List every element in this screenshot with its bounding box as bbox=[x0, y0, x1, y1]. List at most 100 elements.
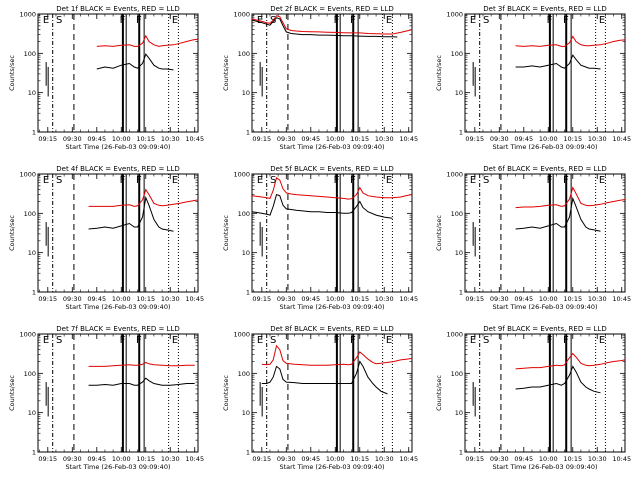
x-tick-label: 10:45 bbox=[185, 455, 204, 463]
y-tick-label: 1 bbox=[32, 449, 36, 457]
x-tick-label: 09:45 bbox=[87, 135, 106, 143]
x-tick-label: 10:45 bbox=[399, 135, 418, 143]
x-tick-label: 10:30 bbox=[588, 295, 607, 303]
y-tick-label: 100 bbox=[24, 370, 36, 378]
x-tick-label: 10:15 bbox=[563, 455, 582, 463]
y-tick-label: 10 bbox=[242, 89, 250, 97]
series-events-line bbox=[88, 195, 174, 232]
event-marker-label: E bbox=[470, 335, 476, 346]
x-tick-label: 10:45 bbox=[185, 295, 204, 303]
x-tick-label: 09:45 bbox=[301, 295, 320, 303]
y-tick-label: 1000 bbox=[19, 171, 36, 179]
x-axis-label: Start Time (26-Feb-03 09:09:40) bbox=[280, 463, 385, 471]
event-marker-label: F bbox=[547, 175, 553, 186]
series-lld-line bbox=[251, 176, 413, 200]
x-axis-label: Start Time (26-Feb-03 09:09:40) bbox=[493, 143, 598, 151]
event-marker-label: E bbox=[599, 15, 605, 26]
y-tick-label: 1000 bbox=[233, 11, 250, 19]
y-tick-label: 1000 bbox=[19, 11, 36, 19]
event-marker-label: E bbox=[386, 175, 392, 186]
detector-panel-7: Det 7f BLACK = Events, RED = LLD 1 10 100 10… bbox=[8, 325, 204, 471]
event-marker-label: F bbox=[120, 335, 126, 346]
event-marker-label: S bbox=[483, 175, 489, 186]
x-tick-label: 10:00 bbox=[539, 295, 558, 303]
x-tick-label: 10:30 bbox=[161, 295, 180, 303]
series-events-line bbox=[251, 193, 393, 219]
plot-frame bbox=[37, 173, 199, 293]
plot-frame bbox=[464, 333, 626, 453]
x-tick-label: 09:30 bbox=[63, 135, 82, 143]
y-tick-label: 1000 bbox=[446, 11, 463, 19]
panel-title: Det 9f BLACK = Events, RED = LLD bbox=[483, 325, 606, 333]
y-tick-label: 10 bbox=[28, 89, 36, 97]
panel-title: Det 5f BLACK = Events, RED = LLD bbox=[270, 165, 393, 173]
event-marker-label: S bbox=[56, 335, 62, 346]
x-tick-label: 09:30 bbox=[63, 455, 82, 463]
series-lld-line bbox=[515, 352, 626, 370]
event-marker-label: F bbox=[136, 15, 142, 26]
y-tick-label: 100 bbox=[451, 210, 463, 218]
y-tick-label: 10 bbox=[455, 249, 463, 257]
detector-panel-9: Det 9f BLACK = Events, RED = LLD 1 10 100 10… bbox=[435, 325, 631, 471]
event-marker-label: F bbox=[120, 15, 126, 26]
x-tick-label: 09:45 bbox=[87, 455, 106, 463]
y-axis-label: Counts/sec bbox=[435, 375, 443, 411]
y-tick-label: 100 bbox=[24, 210, 36, 218]
series-lld-line bbox=[261, 344, 413, 366]
x-tick-label: 09:15 bbox=[38, 135, 57, 143]
x-tick-label: 10:30 bbox=[161, 135, 180, 143]
y-tick-label: 100 bbox=[24, 50, 36, 58]
x-axis-label: Start Time (26-Feb-03 09:09:40) bbox=[66, 303, 171, 311]
x-tick-label: 10:45 bbox=[399, 295, 418, 303]
x-tick-label: 10:00 bbox=[326, 135, 345, 143]
x-tick-label: 10:00 bbox=[112, 135, 131, 143]
panel-title: Det 7f BLACK = Events, RED = LLD bbox=[56, 325, 179, 333]
event-marker-label: S bbox=[56, 15, 62, 26]
x-tick-label: 10:00 bbox=[326, 295, 345, 303]
y-tick-label: 1 bbox=[459, 449, 463, 457]
x-tick-label: 09:30 bbox=[277, 455, 296, 463]
event-marker-label: E bbox=[172, 15, 178, 26]
x-tick-label: 09:45 bbox=[301, 455, 320, 463]
series-events-line bbox=[515, 365, 601, 394]
x-tick-label: 09:15 bbox=[252, 455, 271, 463]
x-tick-label: 10:45 bbox=[612, 295, 631, 303]
series-lld-line bbox=[515, 35, 626, 47]
panel-title: Det 6f BLACK = Events, RED = LLD bbox=[483, 165, 606, 173]
event-marker-label: F bbox=[334, 15, 340, 26]
y-tick-label: 1000 bbox=[19, 331, 36, 339]
x-axis-label: Start Time (26-Feb-03 09:09:40) bbox=[66, 143, 171, 151]
x-tick-label: 10:30 bbox=[375, 135, 394, 143]
y-tick-label: 10 bbox=[455, 89, 463, 97]
plot-frame bbox=[37, 333, 199, 453]
event-marker-label: F bbox=[334, 175, 340, 186]
series-events-line bbox=[88, 377, 195, 386]
event-marker-label: F bbox=[563, 15, 569, 26]
x-tick-label: 09:15 bbox=[465, 455, 484, 463]
x-tick-label: 10:00 bbox=[326, 455, 345, 463]
y-tick-label: 1 bbox=[246, 449, 250, 457]
y-tick-label: 10 bbox=[28, 249, 36, 257]
event-marker-label: E bbox=[470, 15, 476, 26]
plot-frame bbox=[37, 13, 199, 133]
y-tick-label: 100 bbox=[238, 370, 250, 378]
x-tick-label: 10:45 bbox=[612, 455, 631, 463]
x-tick-label: 10:00 bbox=[539, 135, 558, 143]
detector-panel-8: Det 8f BLACK = Events, RED = LLD 1 10 100 10… bbox=[222, 325, 418, 471]
x-tick-label: 10:15 bbox=[350, 455, 369, 463]
y-tick-label: 1 bbox=[459, 289, 463, 297]
y-axis-label: Counts/sec bbox=[222, 55, 230, 91]
x-tick-label: 09:15 bbox=[465, 135, 484, 143]
event-marker-label: F bbox=[350, 15, 356, 26]
series-lld-line bbox=[251, 15, 413, 35]
panel-title: Det 1f BLACK = Events, RED = LLD bbox=[56, 5, 179, 13]
y-tick-label: 1 bbox=[32, 289, 36, 297]
x-tick-label: 09:30 bbox=[490, 455, 509, 463]
event-marker-label: F bbox=[120, 175, 126, 186]
x-axis-label: Start Time (26-Feb-03 09:09:40) bbox=[493, 303, 598, 311]
x-axis-label: Start Time (26-Feb-03 09:09:40) bbox=[66, 463, 171, 471]
x-tick-label: 09:45 bbox=[514, 455, 533, 463]
event-marker-label: E bbox=[257, 335, 263, 346]
y-tick-label: 10 bbox=[242, 249, 250, 257]
x-tick-label: 10:30 bbox=[161, 455, 180, 463]
